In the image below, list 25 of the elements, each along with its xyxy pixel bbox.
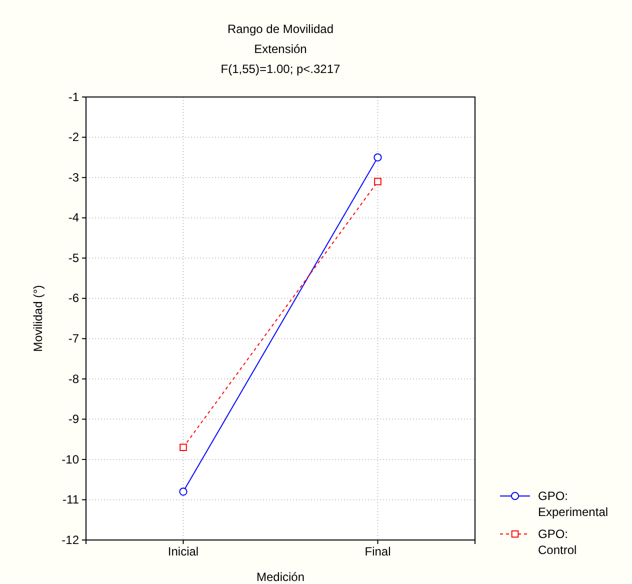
x-axis-title: Medición: [256, 570, 305, 584]
y-axis-title: Movilidad (°): [31, 285, 45, 352]
legend-label: GPO: Experimental: [538, 489, 608, 519]
y-tick-label: -2: [68, 130, 80, 144]
y-tick-label: -6: [68, 291, 80, 306]
y-tick-label: -11: [62, 492, 80, 507]
x-tick-label: Final: [364, 544, 391, 559]
x-tick-label: Inicial: [168, 544, 199, 559]
point: [179, 488, 188, 496]
y-tick-label: -7: [68, 331, 80, 346]
y-tick-label: -9: [68, 412, 80, 426]
y-tick-label: -8: [68, 372, 80, 386]
point: [180, 444, 187, 452]
legend-label: GPO: Control: [538, 527, 577, 557]
y-tick-label: -1: [68, 90, 80, 104]
chart-subtitle: Extensión: [254, 42, 307, 56]
y-tick-label: -10: [62, 452, 80, 466]
chart-title: Rango de Movilidad: [227, 22, 334, 36]
text: F(1,55)=1.00; p<.3217: [220, 62, 341, 76]
y-tick-label: -5: [68, 250, 80, 265]
y-tick-label: -4: [68, 210, 80, 225]
y-tick-label: -12: [62, 532, 80, 547]
point: [374, 153, 382, 162]
point: [374, 178, 382, 186]
y-tick-label: -3: [68, 170, 80, 184]
